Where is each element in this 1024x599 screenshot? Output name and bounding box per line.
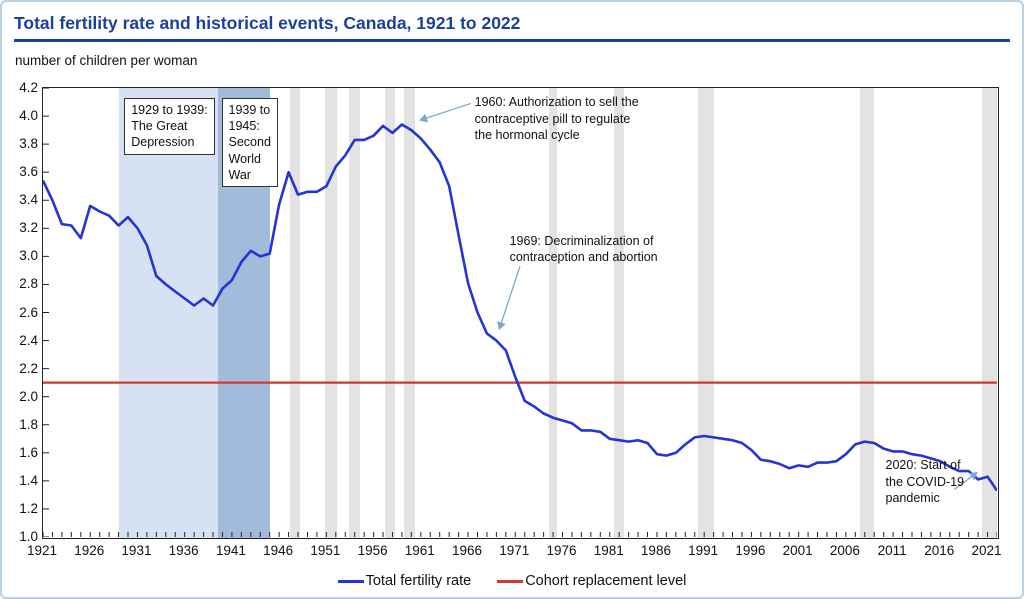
great-depression-band [118, 88, 218, 538]
recession-band [290, 88, 300, 538]
chart-legend: Total fertility rate Cohort replacement … [2, 573, 1022, 589]
x-tick-label: 1986 [640, 543, 671, 558]
x-tick-label: 1971 [499, 543, 530, 558]
y-tick-label: 4.2 [19, 80, 38, 95]
y-tick-label: 3.6 [19, 164, 38, 180]
annotation-1960-pill: 1960: Authorization to sell the contracep… [474, 95, 639, 143]
y-tick-label: 2.8 [19, 276, 38, 292]
y-tick-label: 2.0 [19, 388, 38, 404]
y-axis-unit-label: number of children per woman [15, 53, 198, 68]
x-tick-label: 1936 [168, 543, 199, 558]
legend-item-cohort-replacement: Cohort replacement level [497, 573, 686, 589]
y-tick-label: 1.0 [19, 529, 38, 544]
recession-band [349, 88, 361, 538]
x-tick-label: 1951 [310, 543, 341, 558]
legend-label: Cohort replacement level [525, 573, 687, 589]
annotation-2020-covid: 2020: Start of the COVID-19 pandemic [885, 458, 965, 506]
x-tick-label: 2016 [924, 543, 955, 558]
x-tick-label: 1941 [215, 543, 246, 558]
recession-band [325, 88, 337, 538]
y-tick-label: 2.2 [19, 360, 38, 376]
recession-band [697, 88, 714, 538]
x-tick-label: 1976 [546, 543, 577, 558]
x-tick-label: 1926 [74, 543, 105, 558]
y-tick-label: 3.2 [19, 220, 38, 236]
y-tick-label: 3.4 [19, 192, 38, 208]
x-tick-label: 1961 [404, 543, 435, 558]
x-tick-label: 2006 [829, 543, 860, 558]
x-tick-label: 1921 [26, 543, 58, 558]
blue-line-swatch [337, 579, 364, 583]
axis-ticks [43, 88, 997, 537]
plot-area: 1929 to 1939: The Great Depression 1939 to 1… [42, 87, 999, 539]
annotation-1960-pill-arrow [419, 102, 472, 123]
y-tick-label: 2.4 [19, 332, 38, 348]
recession-band [384, 88, 396, 538]
x-tick-label: 1946 [263, 543, 294, 558]
great-depression-label: 1929 to 1939: The Great Depression [124, 97, 215, 155]
x-tick-label: 2001 [782, 543, 813, 558]
x-tick-label: 1996 [735, 543, 766, 558]
x-tick-label: 1931 [121, 543, 152, 558]
chart-lines-svg [43, 88, 997, 537]
y-tick-label: 3.0 [19, 248, 38, 264]
x-tick-label: 1956 [357, 543, 388, 558]
title-underline [14, 39, 1010, 42]
legend-label: Total fertility rate [365, 573, 472, 589]
y-tick-label: 1.2 [19, 500, 38, 516]
chart-title: Total fertility rate and historical even… [14, 13, 521, 33]
second-world-war-label: 1939 to 1945: Second World War [221, 97, 278, 188]
y-tick-label: 1.4 [19, 472, 38, 488]
x-tick-label: 1981 [593, 543, 624, 558]
y-tick-label: 1.6 [19, 444, 38, 460]
recession-band [981, 88, 997, 538]
y-tick-label: 4.0 [19, 108, 38, 124]
recession-band [860, 88, 875, 538]
recession-band [614, 88, 624, 538]
x-tick-label: 2021 [971, 543, 1002, 558]
total-fertility-rate-line [43, 123, 997, 492]
annotation-1969-decriminalization-arrow [497, 265, 521, 330]
x-tick-label: 2011 [877, 543, 907, 558]
y-tick-label: 1.8 [19, 416, 38, 432]
recession-band [403, 88, 416, 538]
legend-item-total-fertility-rate: Total fertility rate [337, 573, 472, 589]
annotation-2020-covid-arrow [954, 471, 978, 490]
y-tick-label: 3.8 [19, 136, 38, 152]
x-tick-label: 1991 [688, 543, 719, 558]
red-line-swatch [497, 579, 524, 583]
annotation-1969-decriminalization: 1969: Decriminalization of contraception … [509, 233, 658, 265]
annotation-arrows [419, 102, 978, 490]
x-tick-label: 1966 [452, 543, 483, 558]
recession-band [549, 88, 557, 538]
y-tick-label: 2.6 [19, 304, 38, 320]
